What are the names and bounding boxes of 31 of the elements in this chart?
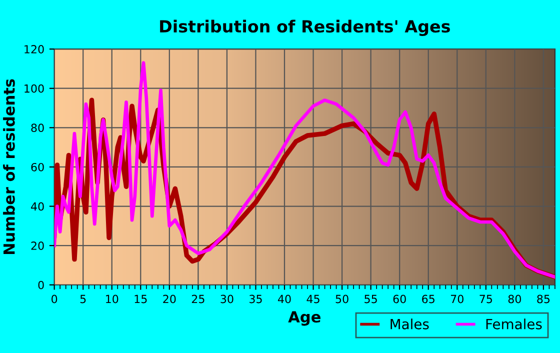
x-tick-label: 55 <box>364 294 377 304</box>
x-tick-label: 45 <box>306 294 320 304</box>
y-tick-label: 80 <box>31 124 44 132</box>
legend-label: Males <box>390 318 429 330</box>
chart-title: Distribution of Residents' Ages <box>160 20 450 36</box>
x-tick-label: 85 <box>537 294 550 304</box>
x-tick-label: 60 <box>393 294 406 304</box>
x-tick-label: 20 <box>163 294 176 304</box>
x-tick-label: 30 <box>220 294 234 304</box>
x-tick-label: 40 <box>278 294 291 304</box>
x-tick-label: 80 <box>508 294 522 304</box>
y-tick-label: 60 <box>31 162 44 172</box>
x-tick-label: 15 <box>134 294 147 304</box>
line-series <box>54 61 555 279</box>
x-tick-label: 5 <box>80 294 86 304</box>
x-tick-label: 50 <box>336 294 348 304</box>
x-tick-label: 70 <box>450 294 464 304</box>
legend-label: Females <box>486 318 542 330</box>
y-tick-label: 40 <box>31 202 44 211</box>
x-tick-label: 25 <box>192 294 204 304</box>
y-axis-title: Number of residents <box>3 79 15 254</box>
x-tick-label: 75 <box>480 294 492 304</box>
y-tick-label: 100 <box>24 84 44 93</box>
y-tick-label: 120 <box>24 45 44 54</box>
x-tick-label: 35 <box>250 294 262 304</box>
x-axis-title: Age <box>288 311 320 326</box>
x-tick-label: 0 <box>52 294 58 304</box>
x-tick-label: 10 <box>106 294 118 304</box>
x-tick-label: 65 <box>422 294 434 304</box>
y-tick-label: 20 <box>31 242 44 250</box>
y-tick-label: 0 <box>38 280 44 290</box>
